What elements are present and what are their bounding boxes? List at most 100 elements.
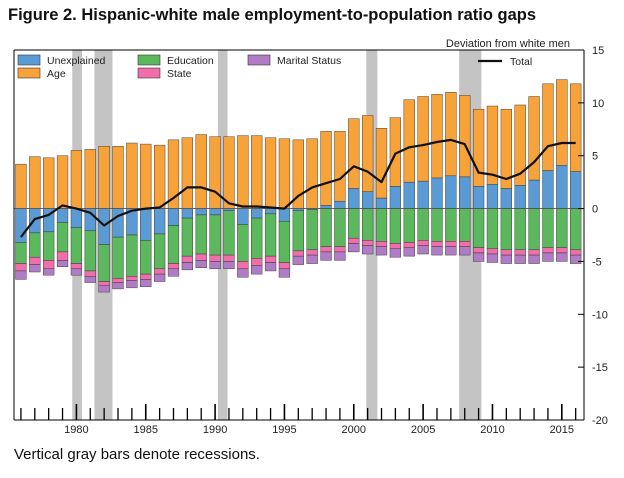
bar-age-2011 — [500, 108, 512, 189]
bar-age-2010 — [486, 105, 499, 185]
bar-age-1983 — [112, 145, 124, 209]
y-tick-label: -5 — [592, 256, 602, 268]
bar-unexplained-2015 — [556, 165, 568, 209]
bar-age-1990 — [209, 136, 221, 209]
bar-education-1992 — [237, 224, 249, 262]
bar-state-1988 — [181, 255, 193, 263]
bar-marital_status-2000 — [348, 243, 360, 253]
bar-marital_status-1993 — [251, 265, 263, 275]
bar-state-1998 — [320, 246, 332, 253]
bar-education-2013 — [528, 208, 540, 251]
bar-marital_status-1989 — [195, 260, 207, 268]
bar-unexplained-1987 — [167, 208, 180, 226]
bar-education-1980 — [70, 227, 83, 264]
bar-state-1985 — [140, 273, 152, 280]
bar-age-1979 — [56, 155, 69, 209]
bar-state-1996 — [292, 250, 304, 257]
bar-marital_status-1982 — [98, 285, 110, 293]
bar-unexplained-2006 — [431, 177, 443, 209]
bar-marital_status-1976 — [15, 270, 27, 280]
bar-education-1978 — [43, 231, 55, 261]
bar-age-2000 — [348, 118, 360, 189]
bar-state-2006 — [431, 241, 443, 247]
bar-marital_status-2014 — [542, 252, 554, 262]
bar-age-2009 — [472, 108, 485, 187]
bar-state-1997 — [306, 249, 318, 256]
bar-education-1999 — [334, 208, 346, 247]
bar-education-2011 — [500, 208, 512, 251]
bar-education-2006 — [431, 208, 443, 242]
bar-marital_status-2003 — [389, 248, 402, 258]
bar-state-1981 — [84, 270, 96, 277]
bar-unexplained-2000 — [348, 188, 360, 209]
bar-age-1988 — [181, 137, 193, 209]
bar-education-2015 — [556, 208, 568, 248]
bar-marital_status-1977 — [29, 264, 41, 273]
bar-age-1992 — [237, 135, 249, 209]
x-tick-label: 2015 — [550, 424, 574, 436]
bar-state-1999 — [334, 246, 346, 253]
bar-age-2014 — [542, 83, 554, 171]
bar-state-1995 — [278, 262, 291, 270]
bar-age-1978 — [43, 157, 55, 209]
legend-label-age: Age — [47, 68, 66, 80]
bar-unexplained-1998 — [320, 205, 332, 209]
bar-education-1990 — [209, 214, 221, 256]
bar-education-1984 — [126, 234, 138, 277]
bar-marital_status-2015 — [556, 252, 568, 262]
bar-age-1994 — [264, 137, 277, 209]
bar-unexplained-2004 — [403, 181, 415, 209]
axes: 15 10 5 0 -5 -10 -15 -20 1980 1985 1990 1995 2000 200… — [13, 45, 608, 436]
bar-unexplained-1980 — [70, 208, 83, 228]
bar-education-2008 — [459, 208, 471, 242]
bar-marital_status-2002 — [375, 246, 388, 256]
bar-age-2008 — [459, 95, 471, 178]
y-tick-label: 0 — [592, 204, 598, 216]
bar-marital_status-2013 — [528, 254, 540, 264]
bar-state-1983 — [112, 278, 124, 283]
bar-marital_status-2011 — [500, 254, 512, 264]
bar-education-2010 — [486, 208, 499, 249]
bar-education-2004 — [403, 208, 415, 243]
bar-marital_status-2012 — [514, 254, 526, 264]
y-tick-label: 10 — [592, 98, 604, 110]
bar-education-2014 — [542, 208, 554, 248]
bar-state-1993 — [251, 258, 263, 266]
bar-education-1985 — [140, 240, 152, 275]
x-tick-label: 2010 — [480, 424, 504, 436]
y-tick-label: -15 — [592, 362, 608, 374]
bar-state-2001 — [362, 240, 374, 246]
bar-unexplained-1995 — [278, 208, 291, 222]
bar-age-1993 — [251, 135, 263, 209]
bar-education-2002 — [375, 208, 388, 242]
bar-education-2009 — [472, 208, 485, 248]
recession-band-3 — [217, 50, 228, 420]
bar-state-1977 — [29, 256, 41, 265]
bar-education-1982 — [98, 244, 110, 282]
y-tick-label: -20 — [592, 415, 608, 427]
bar-age-1991 — [223, 136, 235, 209]
bar-education-1988 — [181, 217, 193, 257]
legend-label-education: Education — [167, 55, 214, 67]
bar-age-2001 — [362, 115, 374, 192]
bar-state-1980 — [70, 263, 83, 270]
bar-age-1986 — [153, 144, 166, 209]
bar-state-1987 — [167, 263, 180, 270]
bar-state-2000 — [348, 237, 360, 244]
bar-marital_status-1984 — [126, 280, 138, 289]
bar-age-2016 — [570, 83, 582, 172]
bar-unexplained-1992 — [237, 208, 249, 225]
bar-education-1981 — [84, 230, 96, 272]
bar-education-2012 — [514, 208, 526, 251]
bar-education-2003 — [389, 208, 402, 244]
bar-unexplained-2009 — [472, 186, 485, 209]
bar-state-1986 — [153, 268, 166, 275]
bar-unexplained-1986 — [153, 208, 166, 235]
bar-age-2007 — [445, 92, 457, 177]
stacked-bars — [15, 79, 582, 293]
bar-marital_status-1995 — [278, 268, 291, 278]
bar-marital_status-1979 — [56, 260, 69, 267]
legend-label-unexplained: Unexplained — [47, 55, 106, 67]
